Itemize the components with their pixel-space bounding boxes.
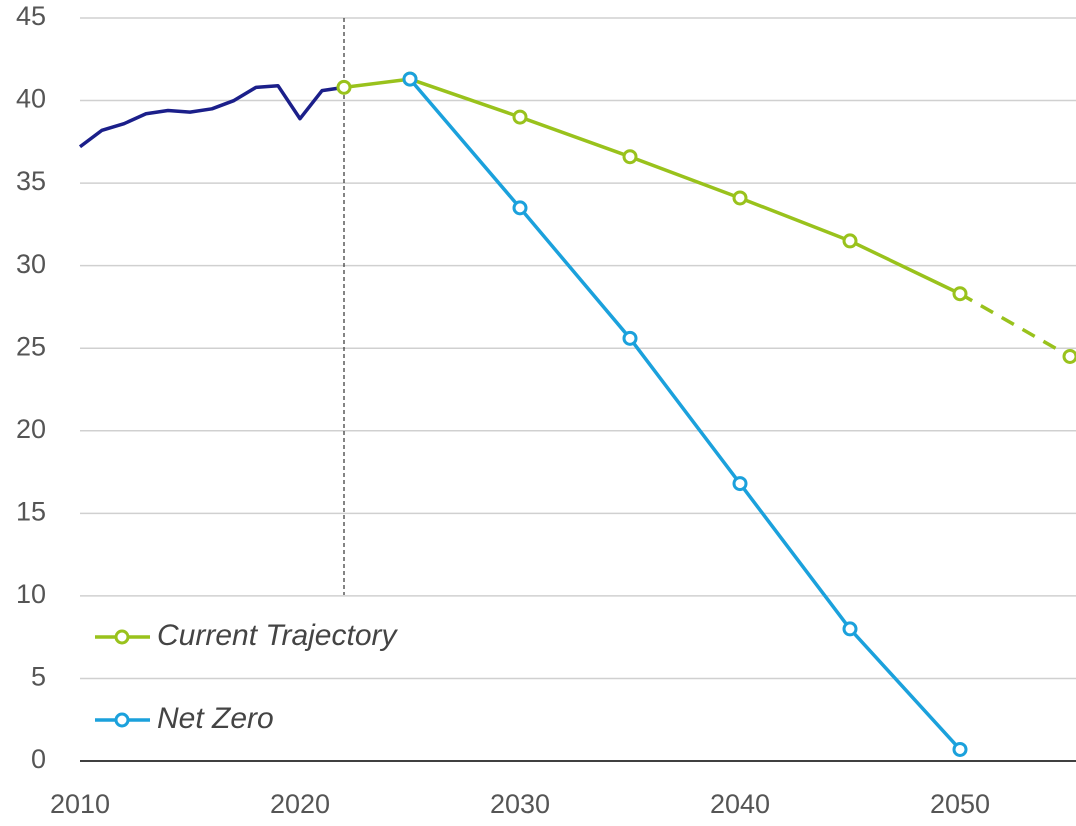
y-tick-label: 25	[16, 331, 46, 361]
y-tick-label: 40	[16, 84, 46, 114]
series-line	[78, 83, 345, 149]
series-marker	[336, 79, 352, 95]
series-line	[959, 292, 1071, 358]
series-marker	[622, 330, 638, 346]
series-marker	[512, 109, 528, 125]
series-line	[408, 77, 962, 751]
x-tick-label: 2010	[50, 789, 110, 819]
series-marker	[952, 741, 968, 757]
series-marker	[732, 190, 748, 206]
y-tick-label: 30	[16, 249, 46, 279]
x-tick-label: 2050	[930, 789, 990, 819]
series-marker	[842, 233, 858, 249]
y-tick-label: 10	[16, 579, 46, 609]
y-tick-label: 5	[31, 662, 46, 692]
legend-label: Net Zero	[157, 702, 274, 735]
y-tick-label: 20	[16, 414, 46, 444]
series-marker	[402, 71, 418, 87]
y-tick-label: 45	[16, 1, 46, 31]
y-tick-label: 0	[31, 744, 46, 774]
legend-label: Current Trajectory	[157, 619, 399, 652]
series-marker	[512, 200, 528, 216]
series-marker	[842, 621, 858, 637]
x-tick-label: 2040	[710, 789, 770, 819]
x-tick-label: 2020	[270, 789, 330, 819]
x-tick-label: 2030	[490, 789, 550, 819]
series-marker	[952, 286, 968, 302]
y-tick-label: 35	[16, 166, 46, 196]
series-marker	[622, 149, 638, 165]
series-marker	[732, 476, 748, 492]
series-marker	[1062, 348, 1076, 364]
y-tick-label: 15	[16, 496, 46, 526]
legend-marker	[114, 712, 130, 728]
legend-marker	[114, 629, 130, 645]
